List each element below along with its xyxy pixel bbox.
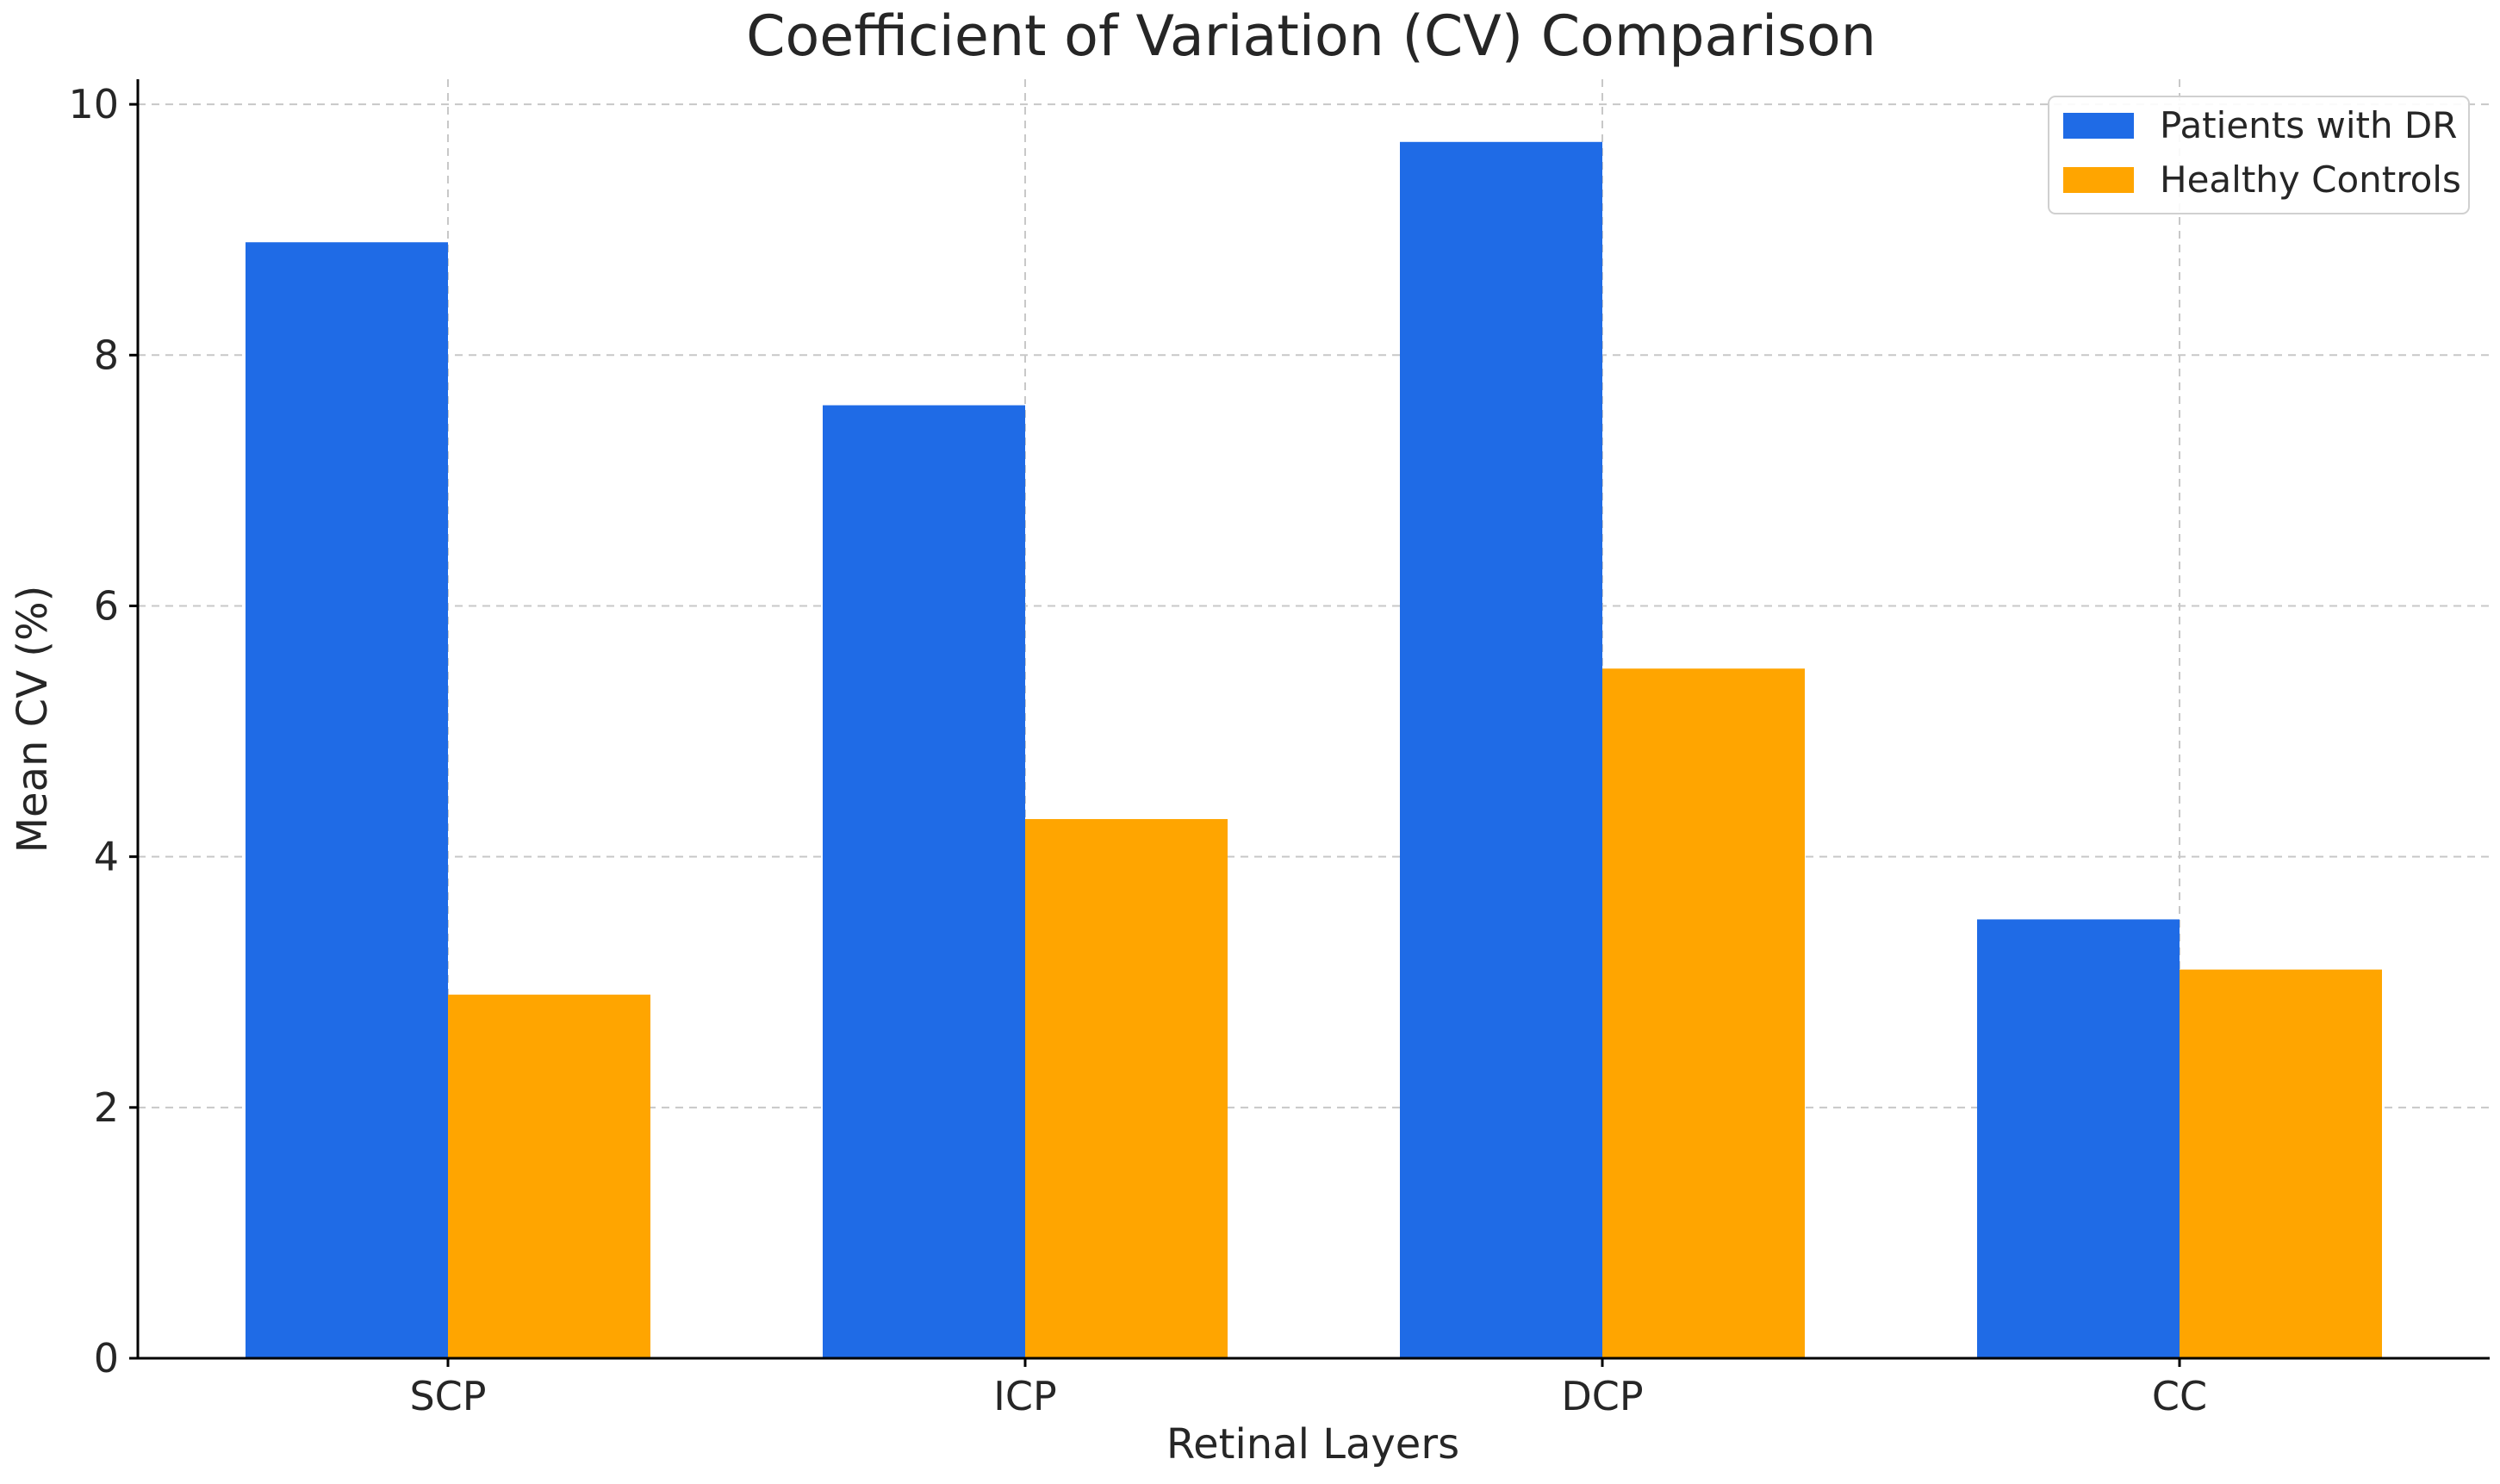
- x-tick-label: DCP: [1561, 1373, 1643, 1419]
- x-tick-label: CC: [2152, 1373, 2207, 1419]
- legend-label-patients-with-dr: Patients with DR: [2160, 104, 2457, 146]
- x-axis-label: Retinal Layers: [1166, 1420, 1459, 1468]
- legend: Patients with DR Healthy Controls: [2048, 96, 2470, 214]
- bar-healthy-controls-scp: [448, 994, 650, 1358]
- bar-patients-with-dr-dcp: [1400, 141, 1602, 1359]
- bar-patients-with-dr-cc: [1977, 919, 2180, 1358]
- x-tick-label: ICP: [993, 1373, 1056, 1419]
- bars: [246, 141, 2382, 1359]
- y-tick-label: 8: [94, 332, 119, 378]
- y-tick-label: 6: [94, 582, 119, 629]
- bar-patients-with-dr-scp: [246, 242, 448, 1359]
- bar-healthy-controls-cc: [2180, 969, 2382, 1358]
- legend-swatch-healthy-controls: [2063, 167, 2134, 193]
- bar-healthy-controls-icp: [1025, 818, 1228, 1358]
- x-tick-label: SCP: [409, 1373, 486, 1419]
- y-tick-label: 0: [94, 1335, 119, 1382]
- y-tick-label: 4: [94, 834, 119, 880]
- axis-ticks: 0 2 4 6 8 10 SCP ICP DCP CC: [68, 81, 2207, 1419]
- bar-patients-with-dr-icp: [823, 405, 1025, 1358]
- bar-healthy-controls-dcp: [1602, 668, 1805, 1358]
- y-tick-label: 10: [68, 81, 119, 127]
- y-axis-label: Mean CV (%): [9, 586, 57, 854]
- legend-frame: [2048, 96, 2470, 214]
- legend-swatch-patients-with-dr: [2063, 113, 2134, 139]
- y-tick-label: 2: [94, 1084, 119, 1131]
- chart-title: Coefficient of Variation (CV) Comparison: [746, 4, 1876, 69]
- legend-label-healthy-controls: Healthy Controls: [2160, 158, 2461, 201]
